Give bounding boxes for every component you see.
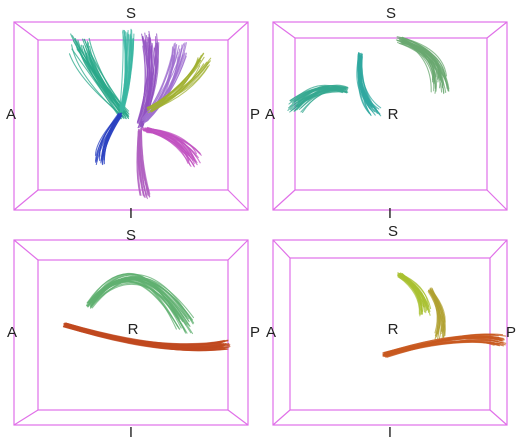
label: A xyxy=(6,106,16,123)
fiber xyxy=(72,49,122,119)
label: A xyxy=(7,324,17,341)
label: R xyxy=(128,321,139,338)
figure: S A P I S A R I S A R P I S A R P I xyxy=(0,0,516,441)
label: R xyxy=(388,321,399,338)
label: P xyxy=(250,106,260,123)
fibers xyxy=(63,29,505,357)
label: I xyxy=(129,205,133,222)
label: R xyxy=(388,106,399,123)
label: I xyxy=(129,424,133,441)
label: P xyxy=(506,324,516,341)
label: S xyxy=(126,227,136,244)
label: I xyxy=(388,205,392,222)
label: S xyxy=(388,223,398,240)
label: A xyxy=(266,324,276,341)
label: A xyxy=(265,106,275,123)
label: S xyxy=(126,5,136,22)
label: P xyxy=(250,324,260,341)
label: I xyxy=(388,424,392,441)
label: S xyxy=(386,5,396,22)
